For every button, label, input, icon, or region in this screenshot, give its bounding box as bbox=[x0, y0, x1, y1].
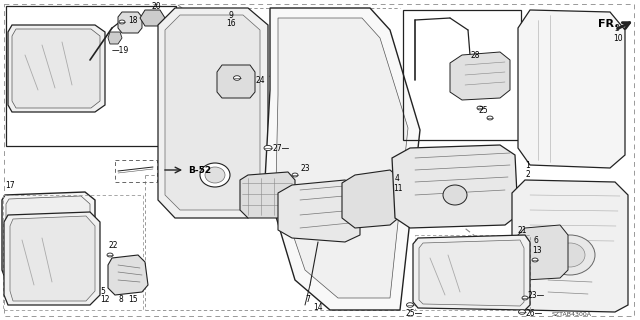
Text: 25: 25 bbox=[478, 106, 488, 115]
Text: 23—: 23— bbox=[528, 291, 545, 300]
Ellipse shape bbox=[200, 163, 230, 187]
Text: 13: 13 bbox=[532, 245, 541, 254]
Ellipse shape bbox=[545, 235, 595, 275]
Text: 6: 6 bbox=[534, 236, 539, 244]
Text: 21: 21 bbox=[518, 226, 527, 235]
Text: 18: 18 bbox=[128, 15, 138, 25]
Text: 2: 2 bbox=[525, 170, 530, 179]
Text: B-52: B-52 bbox=[188, 165, 211, 174]
Text: 9: 9 bbox=[228, 11, 233, 20]
Text: —19: —19 bbox=[112, 45, 129, 54]
Polygon shape bbox=[140, 10, 165, 26]
Text: 15: 15 bbox=[128, 295, 138, 305]
Ellipse shape bbox=[292, 173, 298, 177]
Ellipse shape bbox=[555, 243, 585, 267]
Polygon shape bbox=[392, 145, 518, 228]
Polygon shape bbox=[4, 212, 100, 305]
Text: SZTAB4300A: SZTAB4300A bbox=[552, 313, 592, 317]
Polygon shape bbox=[10, 216, 95, 301]
Ellipse shape bbox=[522, 296, 528, 300]
Polygon shape bbox=[6, 196, 90, 274]
Polygon shape bbox=[2, 192, 95, 278]
Text: 26—: 26— bbox=[525, 308, 542, 317]
Bar bbox=[415, 235, 530, 310]
Text: 4: 4 bbox=[395, 173, 400, 182]
Ellipse shape bbox=[406, 303, 413, 307]
Text: 28: 28 bbox=[470, 51, 479, 60]
Ellipse shape bbox=[205, 167, 225, 183]
Text: 16: 16 bbox=[226, 19, 236, 28]
Bar bbox=[115, 160, 157, 182]
Bar bbox=[3, 195, 143, 310]
Text: 22: 22 bbox=[108, 241, 118, 250]
Bar bbox=[6, 6, 176, 146]
Polygon shape bbox=[12, 29, 100, 108]
Text: 7: 7 bbox=[305, 295, 310, 305]
Bar bbox=[403, 10, 521, 140]
Polygon shape bbox=[265, 8, 420, 310]
Text: 5: 5 bbox=[100, 287, 105, 297]
Polygon shape bbox=[217, 65, 255, 98]
Text: 1: 1 bbox=[525, 161, 530, 170]
Polygon shape bbox=[118, 12, 142, 33]
Ellipse shape bbox=[532, 258, 538, 262]
Polygon shape bbox=[515, 225, 568, 280]
Polygon shape bbox=[342, 170, 402, 228]
Polygon shape bbox=[276, 18, 408, 298]
Ellipse shape bbox=[234, 76, 241, 80]
Text: 11: 11 bbox=[393, 183, 403, 193]
Polygon shape bbox=[108, 32, 122, 44]
Text: 3: 3 bbox=[614, 23, 619, 33]
Polygon shape bbox=[8, 25, 105, 112]
Polygon shape bbox=[108, 255, 148, 295]
Text: 17: 17 bbox=[5, 180, 15, 189]
Ellipse shape bbox=[107, 253, 113, 257]
Ellipse shape bbox=[443, 185, 467, 205]
Ellipse shape bbox=[487, 116, 493, 120]
Polygon shape bbox=[165, 15, 260, 210]
Polygon shape bbox=[240, 172, 295, 218]
Polygon shape bbox=[419, 240, 524, 306]
Text: 27—: 27— bbox=[272, 143, 289, 153]
Text: 8: 8 bbox=[118, 295, 123, 305]
Polygon shape bbox=[512, 180, 628, 312]
Text: 14: 14 bbox=[313, 303, 323, 313]
Ellipse shape bbox=[119, 20, 125, 24]
Polygon shape bbox=[450, 52, 510, 100]
Text: 25—: 25— bbox=[405, 308, 422, 317]
Text: FR.: FR. bbox=[598, 19, 618, 29]
Ellipse shape bbox=[518, 310, 525, 314]
Ellipse shape bbox=[264, 145, 272, 151]
Text: 23: 23 bbox=[300, 164, 310, 172]
Polygon shape bbox=[518, 10, 625, 168]
Polygon shape bbox=[413, 235, 530, 310]
Text: 12: 12 bbox=[100, 295, 109, 305]
Text: 10: 10 bbox=[613, 34, 623, 43]
Text: 20: 20 bbox=[151, 2, 161, 11]
Text: 24: 24 bbox=[255, 76, 264, 84]
Polygon shape bbox=[158, 8, 268, 218]
Ellipse shape bbox=[477, 106, 483, 110]
Polygon shape bbox=[278, 180, 360, 242]
